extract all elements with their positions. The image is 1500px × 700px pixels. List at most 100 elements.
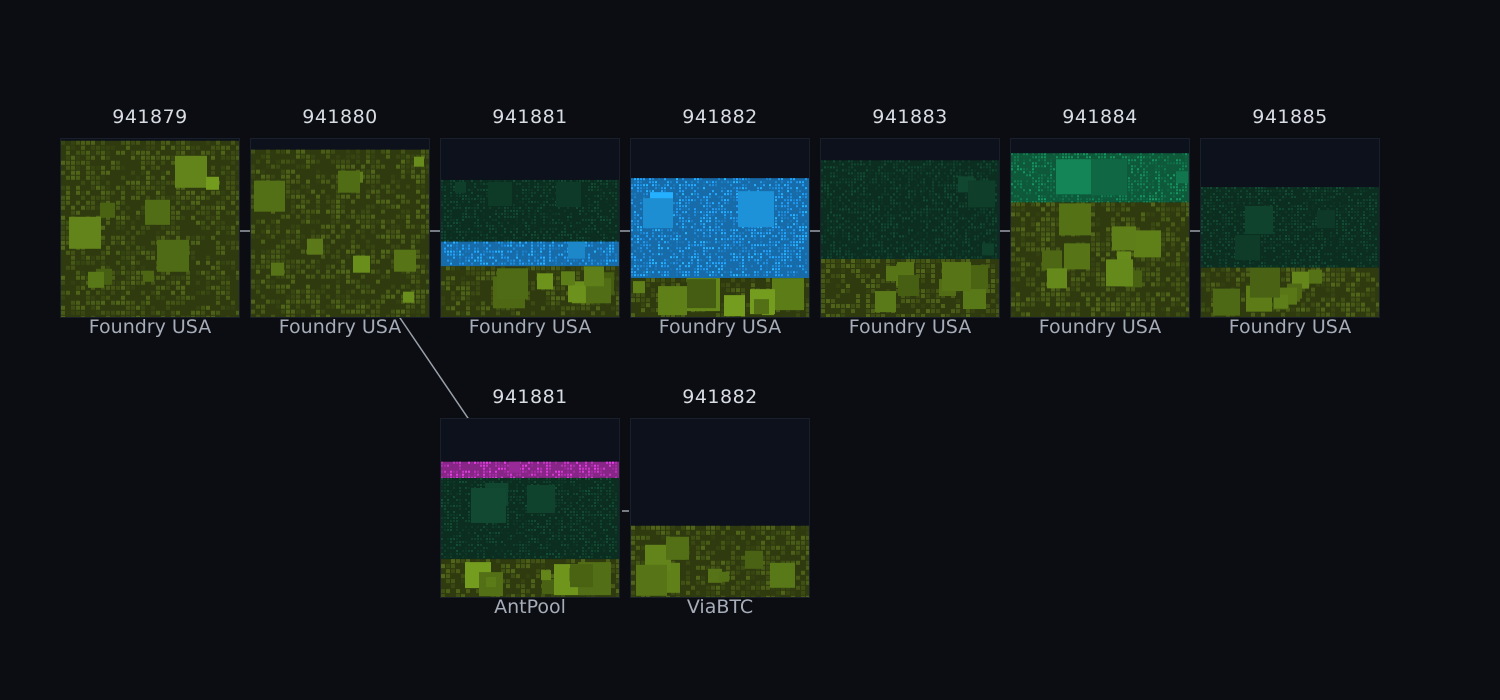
tx-cell [656, 278, 660, 283]
tx-cell [261, 169, 265, 174]
tx-cell [591, 188, 593, 191]
tx-cell [944, 256, 946, 259]
tx-cell [141, 245, 145, 250]
tx-cell [450, 209, 452, 212]
tx-cell [721, 303, 725, 308]
tx-cell [444, 194, 446, 197]
tx-cell [549, 179, 551, 182]
tx-cell [131, 275, 135, 280]
tx-cell [884, 190, 886, 193]
tx-cell [980, 163, 982, 166]
tx-cell [221, 250, 225, 255]
tx-cell [376, 234, 380, 239]
tx-cell [603, 239, 605, 242]
tx-cell [842, 181, 844, 184]
tx-cell [231, 260, 235, 265]
tx-cell [311, 299, 315, 304]
tx-cell [91, 305, 95, 310]
tx-cell [594, 179, 596, 182]
tx-cell [631, 199, 633, 202]
tx-cell [450, 182, 452, 185]
tx-cell [742, 232, 744, 235]
tx-cell [126, 270, 130, 275]
tx-cell [763, 244, 765, 247]
tx-cell [908, 253, 910, 256]
tx-cell [688, 184, 690, 187]
block-treemap[interactable] [250, 138, 430, 318]
tx-cell [938, 202, 940, 205]
tx-cell [848, 238, 850, 241]
tx-cell [733, 253, 735, 256]
tx-cell [902, 166, 904, 169]
tx-cell [845, 220, 847, 223]
tx-cell [881, 160, 883, 163]
tx-cell [311, 264, 315, 269]
tx-cell [531, 253, 533, 256]
tx-cell [709, 274, 711, 277]
tx-cell [724, 250, 726, 253]
tx-cell [483, 253, 485, 256]
tx-cell [136, 195, 140, 200]
tx-cell [266, 259, 270, 264]
tx-cell [121, 295, 125, 300]
tx-cell [637, 259, 639, 262]
tx-cell [286, 309, 290, 314]
block-treemap[interactable] [60, 138, 240, 318]
tx-cell [474, 230, 476, 233]
tx-cell [980, 223, 982, 226]
tx-cell [540, 209, 542, 212]
tx-cell [899, 178, 901, 181]
tx-cell [742, 265, 744, 268]
tx-cell [929, 193, 931, 196]
tx-cell [646, 235, 648, 238]
tx-cell [501, 250, 503, 253]
block-treemap[interactable] [630, 138, 810, 318]
block-treemap[interactable] [440, 138, 620, 318]
tx-cell [821, 190, 823, 193]
tx-cell [766, 265, 768, 268]
tx-cell [802, 268, 804, 271]
tx-cell [661, 187, 663, 190]
tx-cell [995, 214, 997, 217]
tx-cell [474, 247, 476, 250]
tx-cell [670, 262, 672, 265]
tx-cell [543, 244, 545, 247]
tx-cell [61, 295, 65, 300]
tx-cell [321, 174, 325, 179]
tx-cell [947, 214, 949, 217]
tx-cell [582, 239, 584, 242]
tx-cell [462, 253, 464, 256]
tx-cell [306, 214, 310, 219]
tx-cell [594, 259, 596, 262]
tx-cell [406, 314, 410, 317]
tx-cell [938, 238, 940, 241]
tx-cell [796, 226, 798, 229]
tx-cell [631, 298, 635, 303]
tx-cell [366, 189, 370, 194]
tx-cell [381, 254, 385, 259]
tx-cell [543, 194, 545, 197]
tx-cell [161, 160, 165, 165]
block-treemap[interactable] [820, 138, 1000, 318]
tx-cell [769, 232, 771, 235]
tx-cell [679, 190, 681, 193]
tx-cell [386, 274, 390, 279]
tx-cell [884, 181, 886, 184]
tx-cell [995, 229, 997, 232]
tx-cell [525, 194, 527, 197]
tx-cell [917, 241, 919, 244]
tx-cell [965, 172, 967, 175]
tx-cell [772, 229, 774, 232]
tx-cell [787, 217, 789, 220]
tx-cell [161, 315, 165, 317]
tx-cell [585, 179, 587, 182]
tx-cell [206, 215, 210, 220]
tx-cell [917, 211, 919, 214]
tx-cell [826, 264, 830, 269]
tx-cell [863, 214, 865, 217]
tx-cell [760, 268, 762, 271]
tx-cell [676, 262, 678, 265]
tx-cell [522, 244, 524, 247]
tx-cell [833, 190, 835, 193]
tx-cell [921, 269, 925, 274]
